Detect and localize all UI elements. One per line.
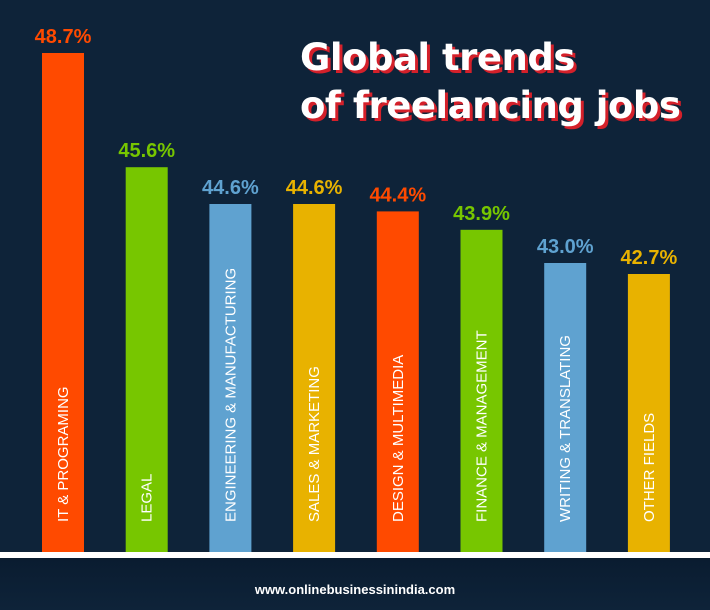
bar-category-label-1: IT & PROGRAMING bbox=[55, 386, 72, 522]
bar-value-label-5: 44.4% bbox=[369, 184, 426, 206]
bar-3 bbox=[209, 204, 252, 552]
bar-category-label-8: OTHER FIELDS bbox=[641, 413, 658, 522]
bar-8 bbox=[627, 274, 670, 552]
bar-2 bbox=[125, 167, 168, 552]
bar-4 bbox=[293, 204, 336, 552]
bar-category-label-6: FINANCE & MANAGEMENT bbox=[474, 330, 491, 522]
title-line-1: Global trends bbox=[300, 36, 575, 79]
bar-value-label-3: 44.6% bbox=[202, 177, 259, 199]
bar-value-label-6: 43.9% bbox=[453, 203, 510, 225]
footer-url: www.onlinebusinessinindia.com bbox=[254, 582, 456, 597]
chart-baseline bbox=[0, 552, 710, 558]
bar-value-label-1: 48.7% bbox=[35, 26, 92, 48]
bar-category-label-2: LEGAL bbox=[139, 474, 156, 522]
bar-chart: 48.7% IT & PROGRAMING 45.6% LEGAL 44.6% ENGIN… bbox=[35, 26, 678, 553]
bar-value-label-8: 42.7% bbox=[621, 247, 678, 269]
chart-title: Global trends of freelancing jobs bbox=[300, 34, 681, 130]
bar-value-label-2: 45.6% bbox=[118, 140, 175, 162]
bar-1 bbox=[42, 53, 84, 552]
bar-category-label-5: DESIGN & MULTIMEDIA bbox=[390, 355, 407, 522]
bar-category-label-3: ENGINEERING & MANUFACTURING bbox=[222, 268, 239, 522]
bar-5 bbox=[376, 211, 419, 552]
bar-value-label-4: 44.6% bbox=[286, 177, 343, 199]
footer-band bbox=[0, 558, 710, 610]
bar-category-label-4: SALES & MARKETING bbox=[306, 366, 323, 522]
title-line-2: of freelancing jobs bbox=[300, 84, 681, 127]
bar-7 bbox=[544, 263, 587, 552]
bar-6 bbox=[460, 229, 503, 553]
bar-category-label-7: WRITING & TRANSLATING bbox=[557, 335, 574, 522]
bar-value-label-7: 43.0% bbox=[537, 236, 594, 258]
